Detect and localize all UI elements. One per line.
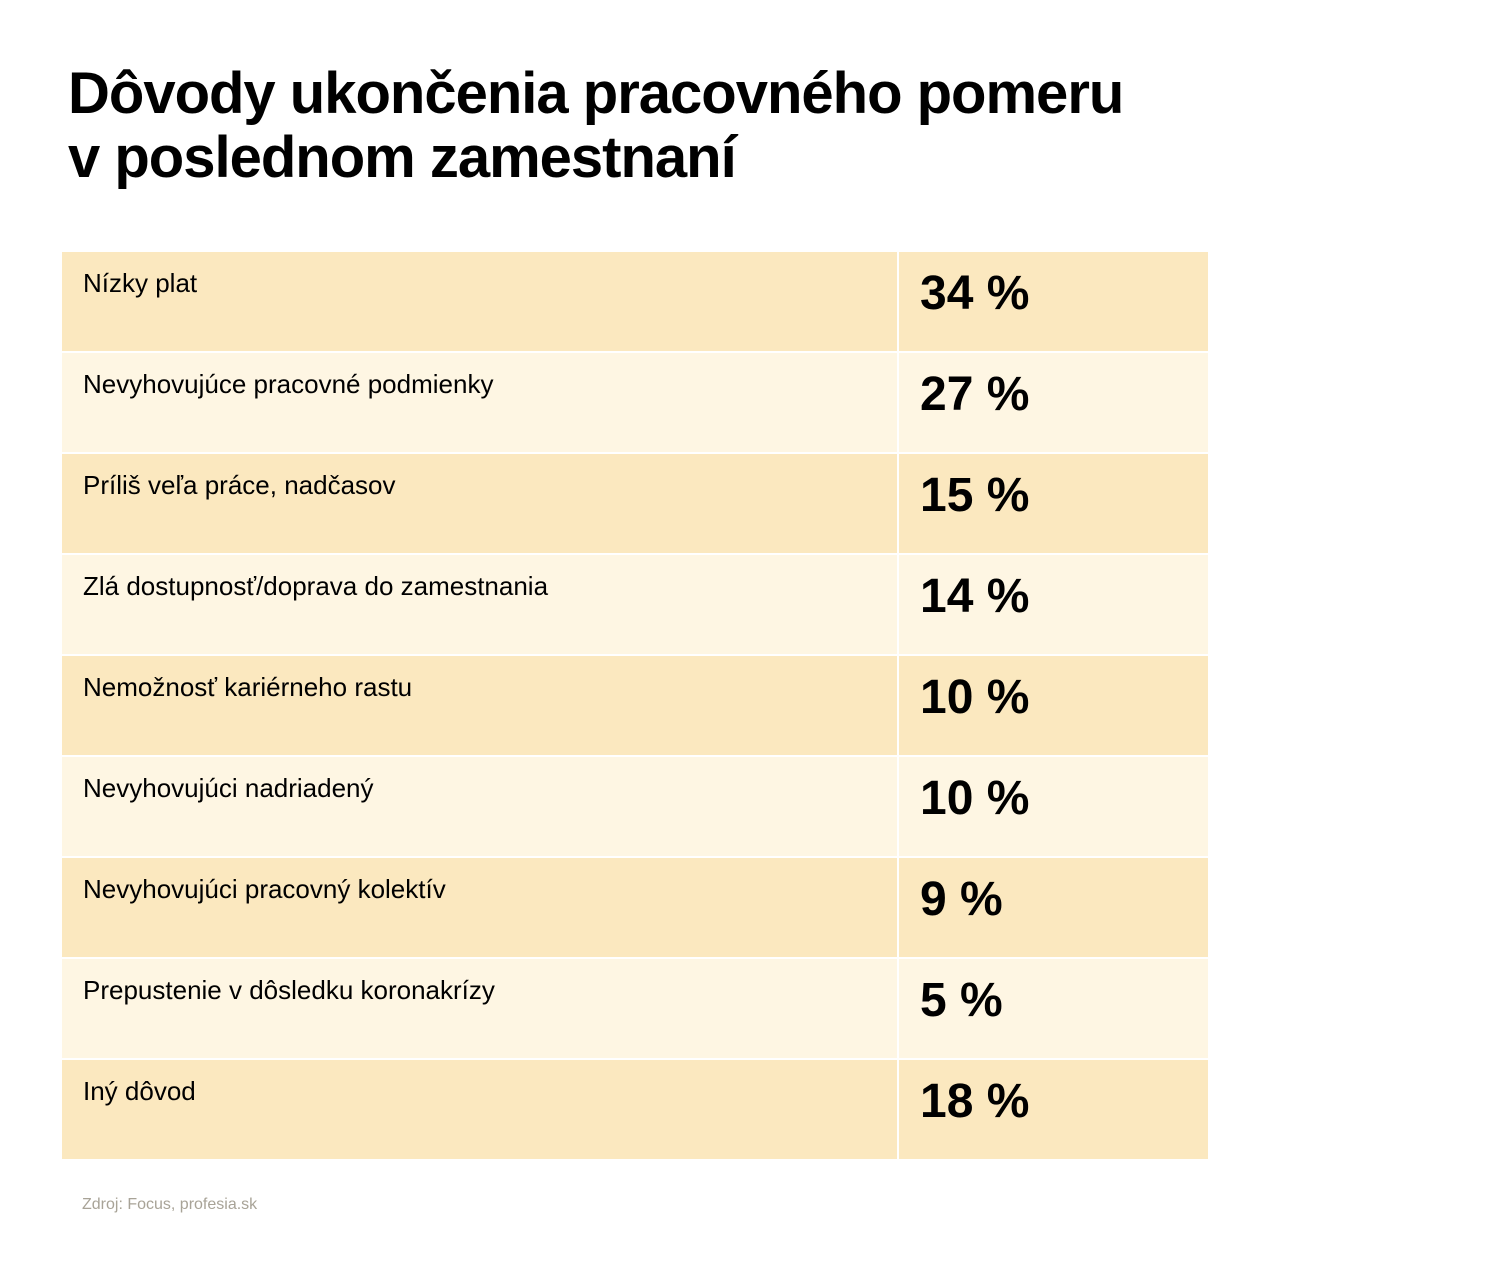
reason-value: 10 %: [899, 656, 1208, 755]
reasons-table: Nízky plat 34 % Nevyhovujúce pracovné podm…: [62, 252, 1208, 1159]
reason-value: 15 %: [899, 454, 1208, 553]
reason-label: Zlá dostupnosť/doprava do zamestnania: [62, 555, 897, 654]
reason-value: 10 %: [899, 757, 1208, 856]
table-row: Nízky plat 34 %: [62, 252, 1208, 351]
reason-value: 27 %: [899, 353, 1208, 452]
reason-label: Nevyhovujúce pracovné podmienky: [62, 353, 897, 452]
source-note: Zdroj: Focus, profesia.sk: [82, 1196, 258, 1213]
reason-value: 18 %: [899, 1060, 1208, 1159]
table-row: Nevyhovujúci nadriadený 10 %: [62, 757, 1208, 856]
chart-title-line-2: v poslednom zamestnaní: [68, 125, 737, 190]
reason-label: Iný dôvod: [62, 1060, 897, 1159]
table-row: Zlá dostupnosť/doprava do zamestnania 14 …: [62, 555, 1208, 654]
reason-value: 14 %: [899, 555, 1208, 654]
table-row: Nemožnosť kariérneho rastu 10 %: [62, 656, 1208, 755]
table-row: Príliš veľa práce, nadčasov 15 %: [62, 454, 1208, 553]
reason-label: Prepustenie v dôsledku koronakrízy: [62, 959, 897, 1058]
table-row: Iný dôvod 18 %: [62, 1060, 1208, 1159]
reason-label: Nemožnosť kariérneho rastu: [62, 656, 897, 755]
table-row: Prepustenie v dôsledku koronakrízy 5 %: [62, 959, 1208, 1058]
table-row: Nevyhovujúci pracovný kolektív 9 %: [62, 858, 1208, 957]
chart-title-line-1: Dôvody ukončenia pracovného pomeru: [68, 61, 1124, 126]
table-row: Nevyhovujúce pracovné podmienky 27 %: [62, 353, 1208, 452]
reason-label: Nízky plat: [62, 252, 897, 351]
reason-label: Príliš veľa práce, nadčasov: [62, 454, 897, 553]
reason-value: 34 %: [899, 252, 1208, 351]
reason-value: 9 %: [899, 858, 1208, 957]
chart-title: Dôvody ukončenia pracovného pomeru v pos…: [68, 61, 1124, 190]
reason-label: Nevyhovujúci nadriadený: [62, 757, 897, 856]
reason-value: 5 %: [899, 959, 1208, 1058]
reason-label: Nevyhovujúci pracovný kolektív: [62, 858, 897, 957]
